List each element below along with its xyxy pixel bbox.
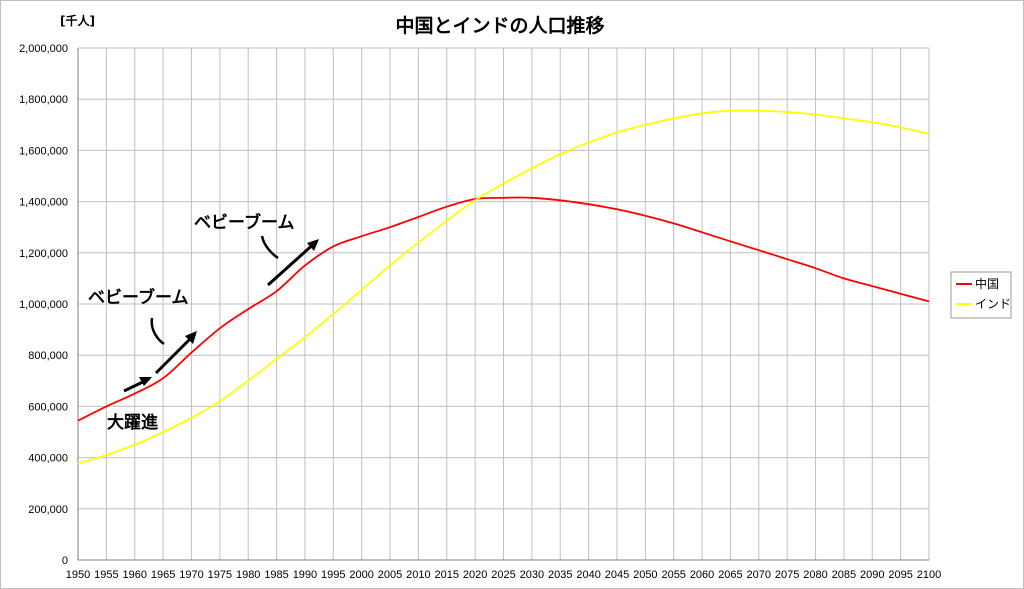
annotation-great-leap: 大躍進 (107, 412, 158, 433)
x-tick-label: 1950 (66, 569, 90, 581)
x-tick-label: 1970 (179, 569, 203, 581)
x-tick-label: 2020 (463, 569, 487, 581)
arrow-head-2 (307, 239, 319, 251)
y-tick-label: 1,200,000 (19, 248, 68, 260)
arrow-baby-boom-1 (154, 332, 197, 375)
x-tick-label: 2005 (378, 569, 402, 581)
y-tick-label: 1,600,000 (19, 145, 68, 157)
axes: 1950 1955 1960 1965 1970 1975 1980 1985 1990 1995… (19, 43, 941, 581)
x-tick-label: 2080 (803, 569, 827, 581)
x-tick-label: 1965 (151, 569, 175, 581)
x-tick-label: 1985 (264, 569, 288, 581)
annotation-baby-boom-2: ベビーブーム (194, 212, 294, 233)
y-tick-label: 2,000,000 (19, 43, 68, 55)
x-tick-label: 1955 (94, 569, 118, 581)
series-lines (77, 109, 930, 465)
y-tick-label: 600,000 (28, 401, 68, 413)
y-tick-label: 200,000 (28, 504, 68, 516)
annotation-leader-2 (260, 235, 279, 260)
chart-title: 中国とインドの人口推移 (395, 14, 604, 37)
x-tick-label: 2065 (718, 569, 742, 581)
legend-label-china: 中国 (975, 276, 999, 291)
x-tick-label: 2085 (832, 569, 856, 581)
annotations: ベビーブーム ベビーブーム 大躍進 (88, 212, 319, 433)
x-tick-label: 1990 (293, 569, 317, 581)
x-tick-label: 2095 (888, 569, 912, 581)
x-tick-label: 2090 (860, 569, 884, 581)
y-tick-label: 400,000 (28, 453, 68, 465)
x-tick-label: 2045 (605, 569, 629, 581)
legend-box (950, 271, 1012, 319)
x-tick-label: 1975 (208, 569, 232, 581)
x-tick-label: 2070 (747, 569, 771, 581)
y-tick-label: 0 (62, 555, 68, 567)
y-tick-label: 800,000 (28, 350, 68, 362)
y-tick-label: 1,800,000 (19, 94, 68, 106)
x-tick-label: 2035 (548, 569, 572, 581)
legend: 中国 インド (950, 271, 1012, 319)
legend-label-india: インド (975, 297, 1011, 311)
x-tick-label: 2055 (661, 569, 685, 581)
x-tick-label: 1960 (122, 569, 146, 581)
x-tick-label: 2030 (520, 569, 544, 581)
x-tick-label: 2100 (917, 569, 941, 581)
x-tick-label: 2010 (406, 569, 430, 581)
x-tick-label: 2060 (690, 569, 714, 581)
arrow-head-3 (139, 377, 152, 386)
x-tick-label: 2040 (576, 569, 600, 581)
series-line-china (77, 196, 930, 422)
arrow-head-1 (185, 331, 197, 344)
y-tick-label: 1,400,000 (19, 197, 68, 209)
x-tick-label: 2025 (491, 569, 515, 581)
grid (77, 47, 930, 561)
x-tick-label: 2075 (775, 569, 799, 581)
y-tick-label: 1,000,000 (19, 299, 68, 311)
annotation-leader-1 (150, 317, 165, 346)
x-tick-label: 2015 (435, 569, 459, 581)
x-tick-label: 1980 (236, 569, 260, 581)
annotation-baby-boom-1: ベビーブーム (88, 287, 188, 308)
x-tick-label: 1995 (321, 569, 345, 581)
y-unit-label: [千人] (60, 13, 95, 28)
arrow-baby-boom-2 (266, 239, 319, 287)
series-line-india (77, 109, 930, 465)
x-tick-label: 2050 (633, 569, 657, 581)
x-tick-label: 2000 (349, 569, 373, 581)
